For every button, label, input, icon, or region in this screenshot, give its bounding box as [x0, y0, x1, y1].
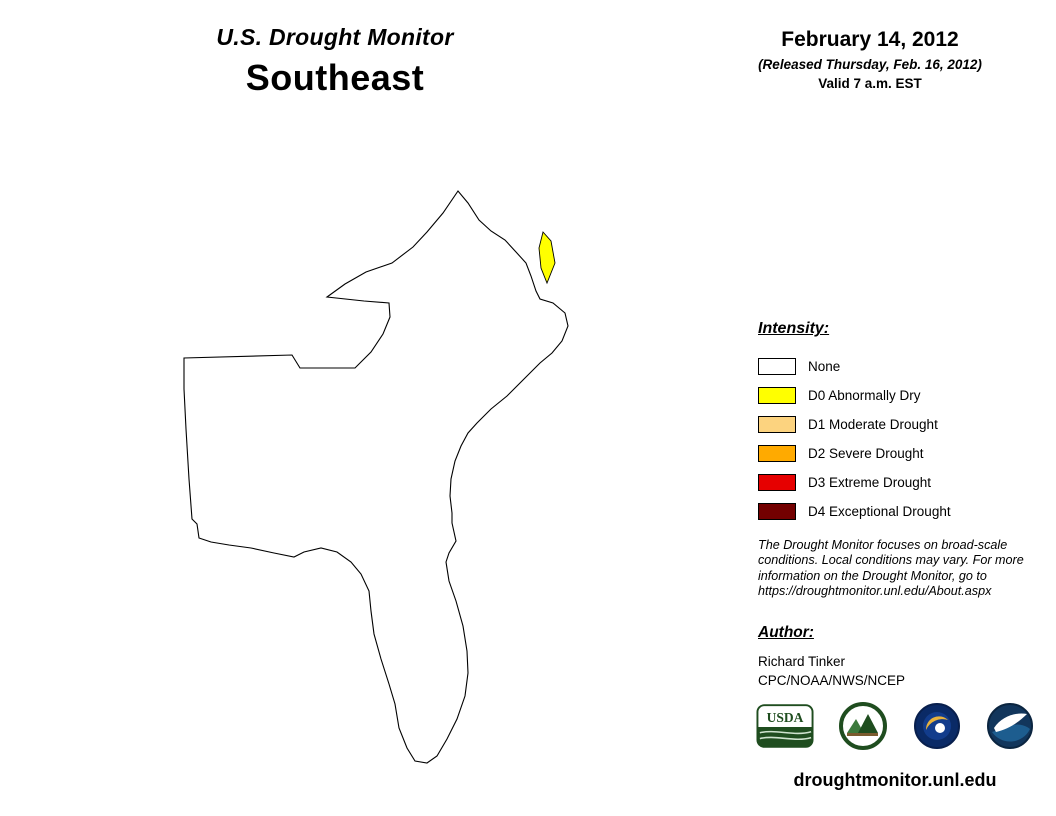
legend-item-none: None: [758, 352, 1038, 381]
ndmc-logo: [839, 702, 888, 750]
valid-time: Valid 7 a.m. EST: [818, 76, 922, 91]
legend-item-d3: D3 Extreme Drought: [758, 468, 1038, 497]
legend-item-d0: D0 Abnormally Dry: [758, 381, 1038, 410]
legend: Intensity: None D0 Abnormally Dry D1 Mod…: [758, 320, 1038, 526]
legend-label-d1: D1 Moderate Drought: [808, 417, 938, 432]
release-date: (Released Thursday, Feb. 16, 2012): [758, 57, 982, 72]
date-block: February 14, 2012 (Released Thursday, Fe…: [715, 28, 1025, 91]
coastline: [183, 190, 569, 764]
noaa-logo: [986, 703, 1033, 749]
legend-item-d1: D1 Moderate Drought: [758, 410, 1038, 439]
legend-label-d0: D0 Abnormally Dry: [808, 388, 921, 403]
author-org: CPC/NOAA/NWS/NCEP: [758, 673, 906, 688]
legend-heading: Intensity:: [758, 320, 830, 337]
disclaimer-text: The Drought Monitor focuses on broad-sca…: [758, 538, 1024, 599]
usda-logo-text: USDA: [767, 710, 804, 725]
author-block: Author: Richard Tinker CPC/NOAA/NWS/NCEP: [758, 624, 1028, 688]
legend-label-d4: D4 Exceptional Drought: [808, 504, 951, 519]
legend-label-d3: D3 Extreme Drought: [808, 475, 932, 490]
author-heading: Author:: [758, 624, 814, 641]
region-title: Southeast: [245, 57, 425, 98]
page-title: U.S. Drought Monitor: [216, 24, 454, 50]
nws-logo: [913, 703, 960, 749]
title-block: U.S. Drought Monitor Southeast: [150, 24, 520, 99]
map-date: February 14, 2012: [781, 28, 959, 51]
swatch-d0: [758, 387, 796, 404]
eastern-shore: [538, 231, 556, 285]
swatch-d1: [758, 416, 796, 433]
logos-row: USDA: [756, 702, 1034, 750]
swatch-none: [758, 358, 796, 375]
legend-item-d2: D2 Severe Drought: [758, 439, 1038, 468]
author-name: Richard Tinker: [758, 654, 846, 669]
usda-logo: USDA: [756, 704, 814, 748]
legend-item-d4: D4 Exceptional Drought: [758, 497, 1038, 526]
footer-url: droughtmonitor.unl.edu: [793, 770, 997, 790]
legend-label-none: None: [808, 359, 841, 374]
swatch-d3: [758, 474, 796, 491]
legend-label-d2: D2 Severe Drought: [808, 446, 924, 461]
drought-map: [183, 190, 569, 764]
swatch-d2: [758, 445, 796, 462]
swatch-d4: [758, 503, 796, 520]
